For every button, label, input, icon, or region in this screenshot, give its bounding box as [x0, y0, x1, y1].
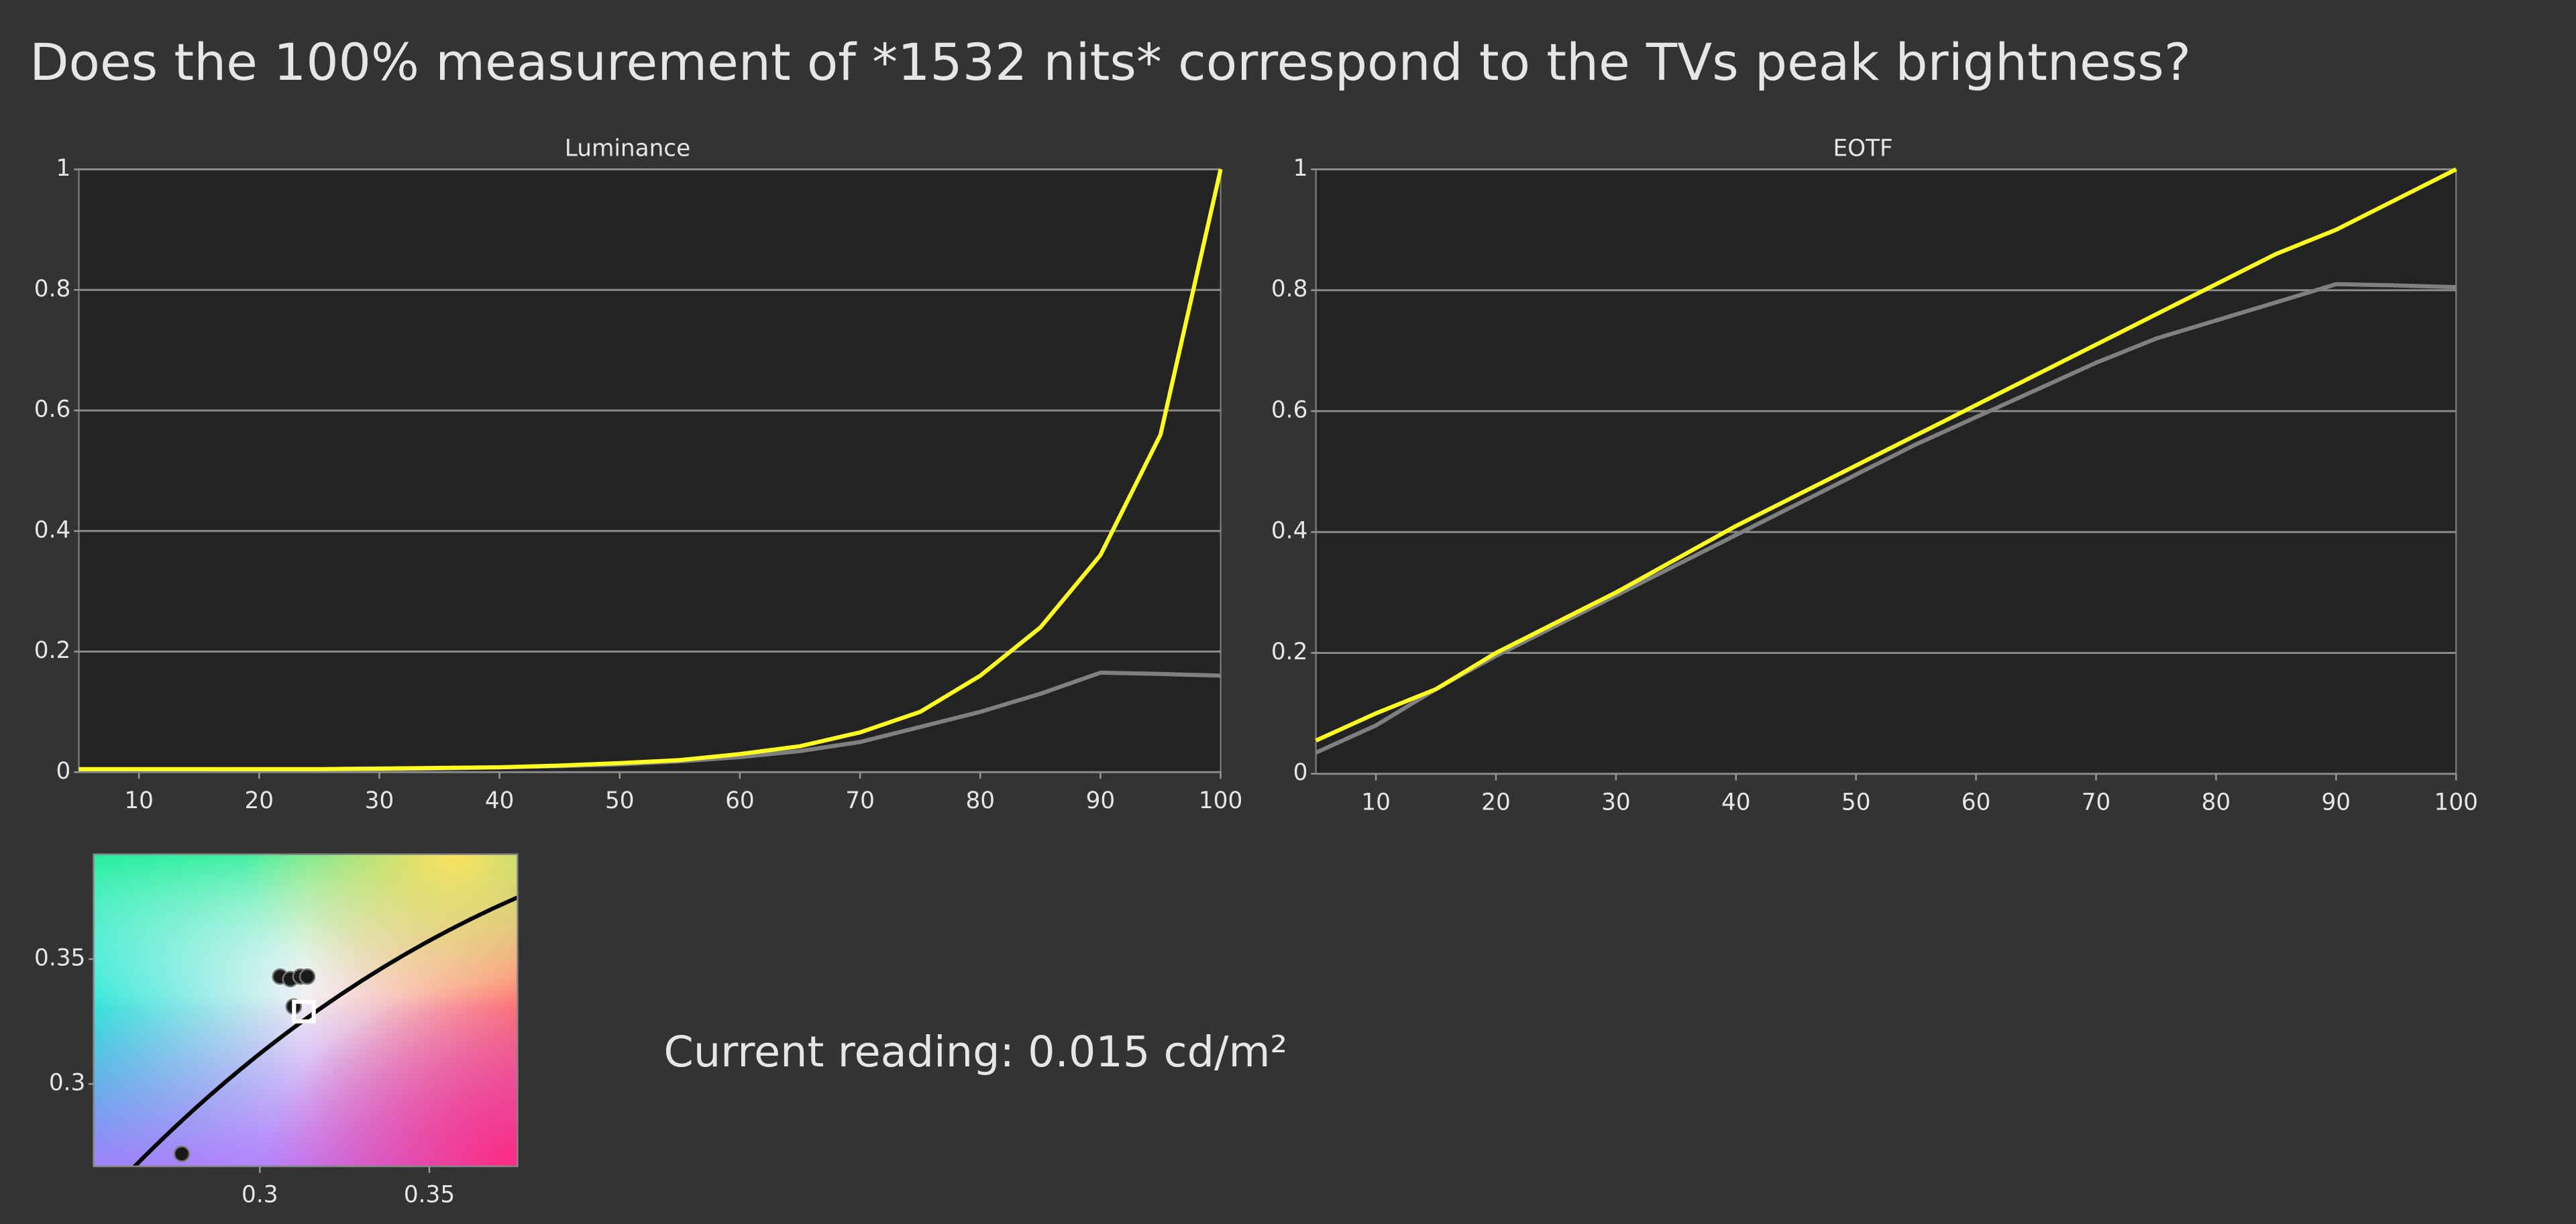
x-tick-label: 70	[2082, 789, 2111, 816]
measured-point	[299, 968, 316, 985]
x-tick-label: 0.35	[404, 1182, 455, 1209]
x-tick-label: 30	[1601, 789, 1631, 816]
series-line	[1315, 167, 2457, 742]
x-tick-label: 80	[965, 787, 995, 814]
x-tick-label: 60	[725, 787, 755, 814]
x-tick-label: 10	[1361, 789, 1391, 816]
page-title: Does the 100% measurement of *1532 nits*…	[30, 33, 2191, 92]
x-tick-label: 60	[1962, 789, 1991, 816]
series-line	[1315, 282, 2457, 755]
plot-area	[78, 168, 1222, 773]
x-tick-label: 30	[365, 787, 394, 814]
y-tick-label: 0.2	[34, 637, 71, 664]
y-tick-label: 0.6	[34, 396, 71, 423]
x-tick-label: 50	[1841, 789, 1871, 816]
x-tick-label: 40	[1721, 789, 1751, 816]
y-tick-label: 0.6	[1271, 396, 1307, 423]
x-tick-label: 70	[845, 787, 875, 814]
measured-point	[173, 1146, 191, 1162]
y-tick-label: 0.2	[1271, 638, 1307, 665]
x-tick-label: 10	[124, 787, 154, 814]
target-point	[292, 999, 316, 1023]
x-tick-label: 90	[2322, 789, 2351, 816]
chart-title: EOTF	[1833, 135, 1893, 162]
y-tick-label: 1	[1293, 155, 1308, 182]
x-tick-label: 100	[2434, 789, 2478, 816]
x-tick-label: 20	[244, 787, 274, 814]
plot-area	[1315, 168, 2457, 775]
series-line	[78, 168, 1223, 771]
current-reading: Current reading: 0.015 cd/m²	[663, 1027, 1287, 1077]
y-tick-label: 0	[1293, 759, 1308, 786]
y-tick-label: 1	[56, 155, 70, 182]
y-tick-label: 0	[56, 758, 70, 785]
y-tick-label: 0.4	[1271, 518, 1307, 545]
y-tick-label: 0.8	[1271, 276, 1307, 302]
x-tick-label: 90	[1086, 787, 1116, 814]
x-tick-label: 80	[2202, 789, 2231, 816]
y-tick-label: 0.3	[49, 1070, 86, 1097]
chart: Luminance 0 0.2 0.4 0.6 0.8 1 10 20 30 40 50 60 70 80 9…	[34, 135, 1242, 814]
x-tick-label: 100	[1199, 787, 1242, 814]
chart: EOTF 0 0.2 0.4 0.6 0.8 1 10 20 30 40 50 60 70 80 90 100	[1271, 135, 2478, 816]
x-tick-label: 40	[485, 787, 515, 814]
x-tick-label: 50	[605, 787, 635, 814]
y-tick-label: 0.4	[34, 516, 71, 543]
y-tick-label: 0.8	[34, 276, 71, 302]
chart: 0.3 0.35 0.3 0.35	[34, 945, 455, 1209]
x-tick-label: 20	[1481, 789, 1511, 816]
x-tick-label: 0.3	[241, 1182, 278, 1209]
y-tick-label: 0.35	[34, 945, 85, 972]
chart-title: Luminance	[565, 135, 690, 162]
cie-background	[93, 853, 519, 1168]
